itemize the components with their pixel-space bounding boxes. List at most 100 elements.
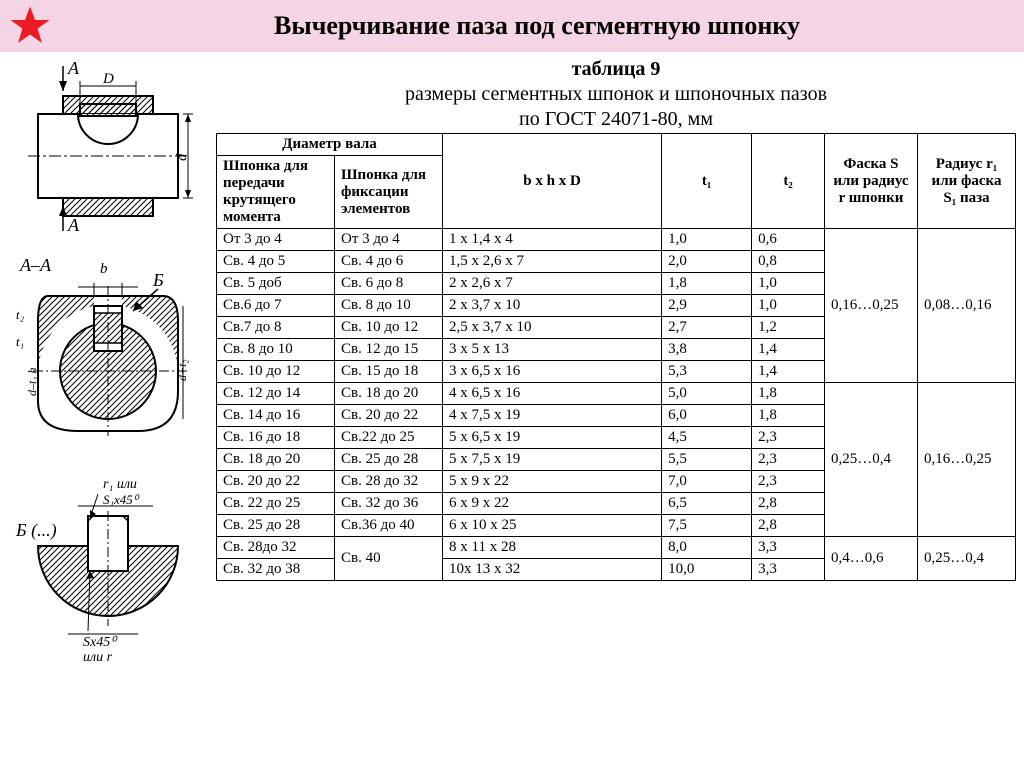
table-cell: 0,25…0,4 xyxy=(918,537,1016,581)
table-cell: Св. 14 до 16 xyxy=(217,405,335,427)
table-cell: 2,0 xyxy=(662,251,752,273)
table-cell: 5 x 9 x 22 xyxy=(443,471,662,493)
table-cell: 5 x 6,5 x 19 xyxy=(443,427,662,449)
table-row: Св. 28до 32Св. 408 x 11 x 288,03,30,4…0,… xyxy=(217,537,1016,559)
diagram-detail-b: Б (...) r₁ или S₁x45⁰ Sx45⁰ или r xyxy=(8,466,208,666)
table-cell: 1,5 x 2,6 x 7 xyxy=(443,251,662,273)
table-cell: 1 x 1,4 x 4 xyxy=(443,229,662,251)
table-cell: 6 x 9 x 22 xyxy=(443,493,662,515)
table-cell: Св. 22 до 25 xyxy=(217,493,335,515)
table-caption-2: размеры сегментных шпонок и шпоночных па… xyxy=(216,83,1016,106)
table-cell: 7,0 xyxy=(662,471,752,493)
table-cell: 0,8 xyxy=(752,251,825,273)
table-cell: 0,16…0,25 xyxy=(918,383,1016,537)
dimensions-table: Диаметр вала b x h x D t₁ t₂ Фаска S или… xyxy=(216,133,1016,581)
table-cell: 2,7 xyxy=(662,317,752,339)
table-cell: Св. 8 до 10 xyxy=(335,295,443,317)
th-col-b: Шпонка для фикса­ции эле­ментов xyxy=(335,156,443,229)
table-cell: 1,8 xyxy=(752,405,825,427)
table-row: От 3 до 4От 3 до 41 x 1,4 x 41,00,60,16…… xyxy=(217,229,1016,251)
table-cell: 4,5 xyxy=(662,427,752,449)
table-cell: 2,9 xyxy=(662,295,752,317)
table-cell: Св. 10 до 12 xyxy=(217,361,335,383)
table-cell: Св. 28 до 32 xyxy=(335,471,443,493)
table-cell: 3,3 xyxy=(752,537,825,559)
th-bhd: b x h x D xyxy=(443,134,662,229)
svg-text:A: A xyxy=(67,215,80,235)
diagrams-column: A A D d A–A b Б xyxy=(8,56,208,681)
svg-text:D: D xyxy=(102,71,114,87)
table-cell: 4 x 6,5 x 16 xyxy=(443,383,662,405)
page-title: Вычерчивание паза под сегментную шпонку xyxy=(60,11,1014,41)
page-header: Вычерчивание паза под сегментную шпонку xyxy=(0,0,1024,52)
table-cell: Св. 10 до 12 xyxy=(335,317,443,339)
table-cell: 3,3 xyxy=(752,559,825,581)
table-cell: 3 x 6,5 x 16 xyxy=(443,361,662,383)
table-cell: 1,8 xyxy=(662,273,752,295)
table-cell: Св. 25 до 28 xyxy=(335,449,443,471)
th-diam: Диаметр вала xyxy=(217,134,443,156)
table-cell: 5,5 xyxy=(662,449,752,471)
table-cell: Св. 12 до 14 xyxy=(217,383,335,405)
svg-text:t₁: t₁ xyxy=(16,334,24,349)
table-cell: 2,5 x 3,7 x 10 xyxy=(443,317,662,339)
svg-text:Б: Б xyxy=(152,270,164,290)
table-caption-1: таблица 9 xyxy=(216,58,1016,81)
th-radius: Радиус r₁ или фаска S₁ паза xyxy=(918,134,1016,229)
table-cell: Св. 25 до 28 xyxy=(217,515,335,537)
table-cell: 3 x 5 x 13 xyxy=(443,339,662,361)
th-col-a: Шпонка для передачи крутящего момента xyxy=(217,156,335,229)
th-t2: t₂ xyxy=(752,134,825,229)
table-cell: От 3 до 4 xyxy=(217,229,335,251)
table-cell: Св. 20 до 22 xyxy=(217,471,335,493)
table-cell: Св.36 до 40 xyxy=(335,515,443,537)
table-cell: Св. 5 доб xyxy=(217,273,335,295)
table-caption-3: по ГОСТ 24071-80, мм xyxy=(216,108,1016,131)
table-cell: От 3 до 4 xyxy=(335,229,443,251)
svg-text:d: d xyxy=(174,153,190,161)
table-cell: 1,8 xyxy=(752,383,825,405)
svg-text:t₂: t₂ xyxy=(16,307,25,322)
table-cell: Св. 32 до 36 xyxy=(335,493,443,515)
th-faska: Фаска S или ради­ус r шпонки xyxy=(825,134,918,229)
svg-text:d+t₂: d+t₂ xyxy=(175,359,189,381)
table-cell: 5 x 7,5 x 19 xyxy=(443,449,662,471)
table-cell: Св. 4 до 5 xyxy=(217,251,335,273)
label-A: A xyxy=(67,58,80,78)
table-cell: 6,0 xyxy=(662,405,752,427)
table-cell: 7,5 xyxy=(662,515,752,537)
table-cell: 2,3 xyxy=(752,471,825,493)
table-cell: 0,6 xyxy=(752,229,825,251)
table-cell: 2,3 xyxy=(752,427,825,449)
table-cell: 1,2 xyxy=(752,317,825,339)
table-cell: 2,8 xyxy=(752,515,825,537)
svg-text:S₁x45⁰: S₁x45⁰ xyxy=(103,492,140,507)
svg-text:Sx45⁰: Sx45⁰ xyxy=(83,635,118,650)
table-cell: Св. 6 до 8 xyxy=(335,273,443,295)
table-cell: Св. 16 до 18 xyxy=(217,427,335,449)
table-cell: 8,0 xyxy=(662,537,752,559)
table-cell: 2 x 2,6 x 7 xyxy=(443,273,662,295)
table-cell: 0,16…0,25 xyxy=(825,229,918,383)
table-cell: Св. 8 до 10 xyxy=(217,339,335,361)
table-cell: 10,0 xyxy=(662,559,752,581)
table-cell: 2 x 3,7 x 10 xyxy=(443,295,662,317)
table-cell: 1,4 xyxy=(752,339,825,361)
table-cell: 6,5 xyxy=(662,493,752,515)
table-cell: Св. 12 до 15 xyxy=(335,339,443,361)
table-cell: 0,25…0,4 xyxy=(825,383,918,537)
table-cell: 1,0 xyxy=(662,229,752,251)
svg-text:Б (...): Б (...) xyxy=(15,520,57,541)
svg-text:A–A: A–A xyxy=(19,255,52,275)
svg-text:или r: или r xyxy=(83,650,113,665)
svg-text:r₁ или: r₁ или xyxy=(103,477,137,492)
table-cell: 1,4 xyxy=(752,361,825,383)
table-cell: 3,8 xyxy=(662,339,752,361)
table-cell: Св. 20 до 22 xyxy=(335,405,443,427)
table-cell: 0,08…0,16 xyxy=(918,229,1016,383)
table-cell: Св. 28до 32 xyxy=(217,537,335,559)
table-cell: 8 x 11 x 28 xyxy=(443,537,662,559)
table-cell: 5,0 xyxy=(662,383,752,405)
table-cell: 10x 13 x 32 xyxy=(443,559,662,581)
table-cell: 1,0 xyxy=(752,273,825,295)
